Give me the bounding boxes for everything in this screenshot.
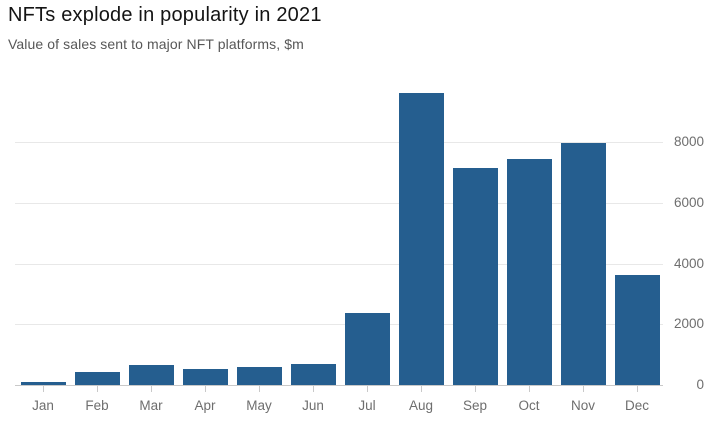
x-tick-jul	[367, 386, 368, 392]
x-label-nov: Nov	[570, 398, 595, 413]
x-tick-aug	[421, 386, 422, 392]
y-tick-label-0: 0	[696, 377, 704, 392]
x-label-may: May	[246, 398, 272, 413]
x-tick-apr	[205, 386, 206, 392]
bar-aug	[398, 93, 444, 385]
x-tick-jun	[313, 386, 314, 392]
bar-feb	[74, 372, 120, 385]
gridline-4000	[15, 263, 663, 265]
bar-oct	[506, 159, 552, 385]
bar-may	[236, 367, 282, 385]
x-tick-mar	[151, 386, 152, 392]
y-tick-label-8000: 8000	[673, 134, 704, 149]
gridline-6000	[15, 202, 663, 204]
x-axis-baseline	[15, 385, 663, 386]
bar-sep	[452, 168, 498, 385]
x-label-sep: Sep	[462, 398, 488, 413]
x-label-jan: Jan	[32, 398, 54, 413]
x-label-jul: Jul	[358, 398, 376, 413]
gridline-2000	[15, 324, 663, 326]
x-tick-jan	[43, 386, 44, 392]
chart-subtitle: Value of sales sent to major NFT platfor…	[8, 36, 304, 52]
y-tick-label-2000: 2000	[673, 316, 704, 332]
chart-title: NFTs explode in popularity in 2021	[8, 4, 322, 26]
x-label-feb: Feb	[85, 398, 109, 413]
x-label-aug: Aug	[408, 398, 434, 413]
y-tick-label-4000: 4000	[673, 255, 704, 271]
gridline-8000	[15, 142, 663, 143]
bar-dec	[614, 275, 660, 385]
x-tick-nov	[583, 386, 584, 392]
x-label-dec: Dec	[624, 398, 649, 413]
y-tick-label-6000: 6000	[673, 194, 704, 210]
bar-jan	[20, 382, 66, 385]
x-tick-sep	[475, 386, 476, 392]
bar-jul	[344, 313, 390, 385]
x-label-apr: Apr	[194, 398, 216, 413]
x-label-mar: Mar	[139, 398, 163, 413]
bar-apr	[182, 369, 228, 385]
x-label-jun: Jun	[302, 398, 324, 413]
x-label-oct: Oct	[518, 398, 540, 413]
x-tick-feb	[97, 386, 98, 392]
bar-mar	[128, 365, 174, 385]
x-tick-oct	[529, 386, 530, 392]
bar-jun	[290, 364, 336, 385]
bar-nov	[560, 143, 606, 385]
x-tick-dec	[637, 386, 638, 392]
x-tick-may	[259, 386, 260, 392]
